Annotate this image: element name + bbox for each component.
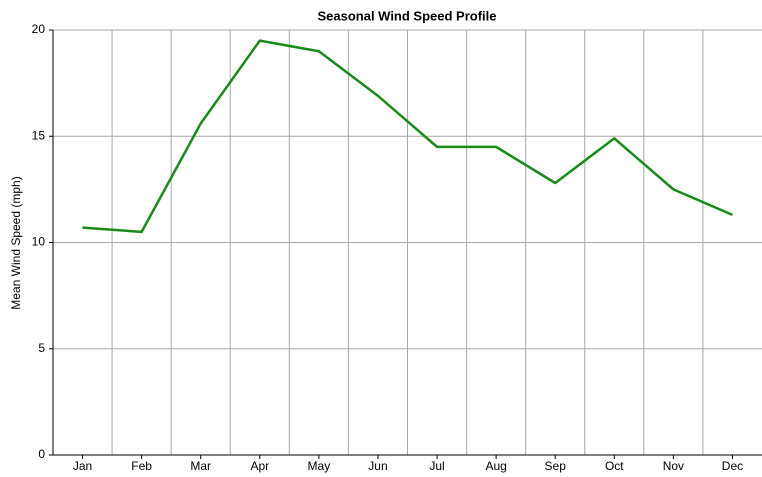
x-tick-label: Jun bbox=[368, 459, 387, 473]
y-tick-label: 10 bbox=[32, 235, 46, 249]
x-tick-label: Jul bbox=[429, 459, 444, 473]
data-line bbox=[82, 39, 733, 234]
x-tick-label: Feb bbox=[131, 459, 152, 473]
x-tick-label: Aug bbox=[485, 459, 506, 473]
y-tick-label: 5 bbox=[38, 341, 45, 355]
x-tick-label: Apr bbox=[250, 459, 269, 473]
chart-title: Seasonal Wind Speed Profile bbox=[317, 8, 496, 23]
x-tick-label: Sep bbox=[545, 459, 567, 473]
y-tick-label: 0 bbox=[38, 447, 45, 461]
y-axis-label: Mean Wind Speed (mph) bbox=[9, 176, 23, 309]
x-tick-label: May bbox=[308, 459, 331, 473]
x-tick-label: Oct bbox=[605, 459, 624, 473]
x-tick-label: Dec bbox=[722, 459, 743, 473]
x-tick-label: Mar bbox=[190, 459, 211, 473]
y-tick-label: 15 bbox=[32, 128, 46, 142]
x-tick-label: Nov bbox=[663, 459, 684, 473]
y-tick-label: 20 bbox=[32, 22, 46, 36]
x-tick-label: Jan bbox=[73, 459, 92, 473]
